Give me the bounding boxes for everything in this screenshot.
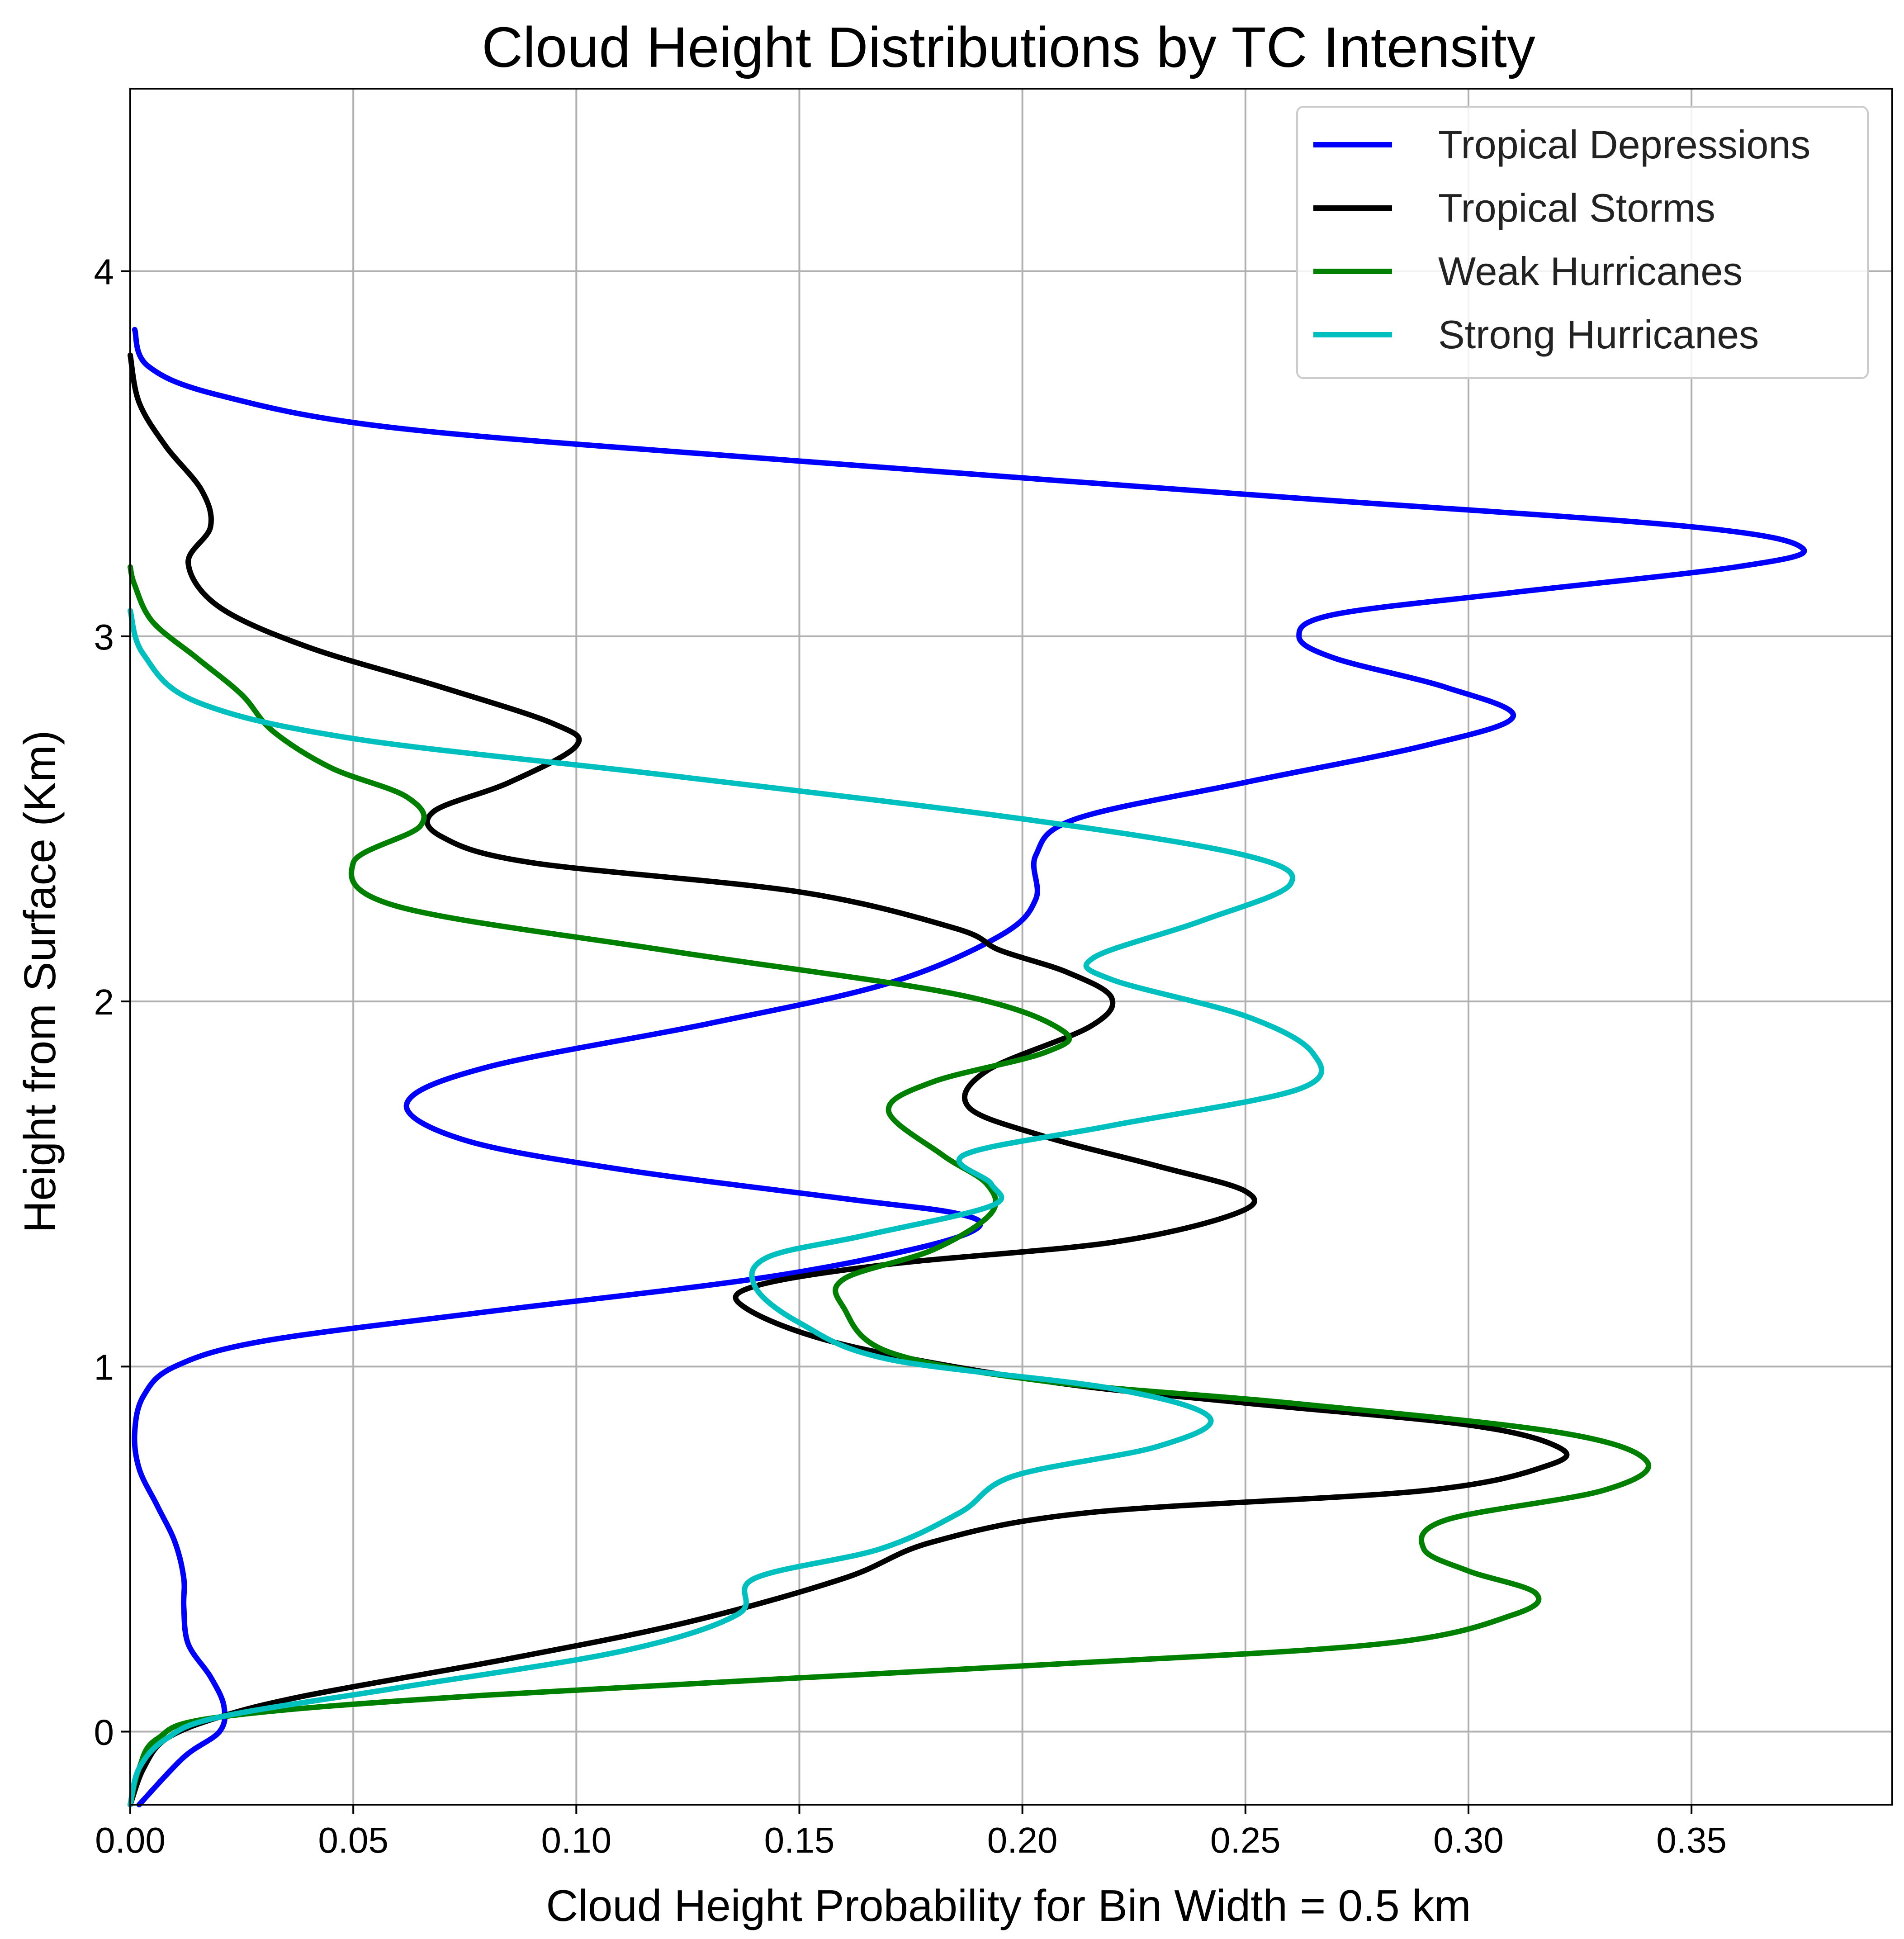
y-tick-label: 3 xyxy=(94,617,114,657)
y-axis-title: Height from Surface (Km) xyxy=(15,730,65,1233)
y-tick-label: 1 xyxy=(94,1347,114,1387)
legend-label-tropical-depressions: Tropical Depressions xyxy=(1438,122,1810,167)
legend: Tropical Depressions Tropical Storms Weak … xyxy=(1296,106,1869,379)
series-line-tropical-depressions xyxy=(132,327,1807,1807)
x-axis-title: Cloud Height Probability for Bin Width =… xyxy=(546,1881,1471,1930)
x-tick-label: 0.10 xyxy=(541,1820,611,1860)
chart-title: Cloud Height Distributions by TC Intensi… xyxy=(482,15,1535,79)
legend-box xyxy=(1296,106,1869,379)
x-tick-label: 0.35 xyxy=(1656,1820,1727,1860)
y-tick-label: 0 xyxy=(94,1712,114,1753)
x-tick-label: 0.15 xyxy=(764,1820,835,1860)
series-line-weak-hurricanes xyxy=(128,564,1652,1807)
y-tick-label: 4 xyxy=(94,252,114,292)
x-tick-label: 0.25 xyxy=(1210,1820,1281,1860)
legend-label-weak-hurricanes: Weak Hurricanes xyxy=(1438,249,1743,294)
x-tick-label: 0.00 xyxy=(95,1820,166,1860)
axis-ticks: 0.00 0.05 0.10 0.15 0.20 0.25 0.30 0.35 0 1 2 3 4 xyxy=(94,252,1727,1860)
series-line-strong-hurricanes xyxy=(128,608,1325,1807)
x-tick-label: 0.30 xyxy=(1433,1820,1504,1860)
series-lines xyxy=(128,327,1807,1807)
x-tick-label: 0.20 xyxy=(987,1820,1058,1860)
legend-label-strong-hurricanes: Strong Hurricanes xyxy=(1438,312,1759,357)
legend-label-tropical-storms: Tropical Storms xyxy=(1438,185,1715,230)
y-tick-label: 2 xyxy=(94,982,114,1022)
x-tick-label: 0.05 xyxy=(318,1820,388,1860)
plot-frame xyxy=(129,88,1893,1806)
series-line-tropical-storms xyxy=(128,352,1570,1807)
